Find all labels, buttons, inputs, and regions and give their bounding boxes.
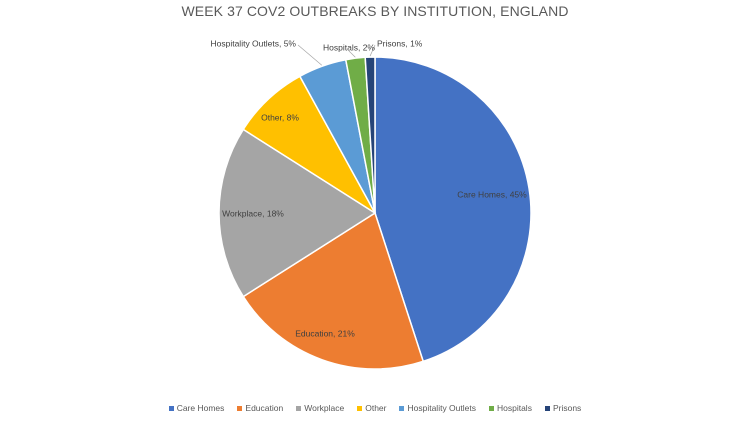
legend-item: Other: [357, 403, 386, 413]
legend-label: Hospitality Outlets: [407, 403, 476, 413]
legend-label: Workplace: [304, 403, 345, 413]
pie-slice-workplace: [218, 128, 377, 298]
legend-label: Prisons: [552, 403, 582, 413]
legend-swatch: [399, 405, 405, 411]
legend-item: Prisons: [544, 403, 582, 413]
data-label: Workplace, 18%: [222, 208, 284, 218]
legend-label: Care Homes: [176, 403, 225, 413]
leader-line: [297, 44, 323, 66]
legend-item: Care Homes: [168, 403, 225, 413]
legend-swatch: [544, 405, 550, 411]
data-label: Care Homes, 45%: [457, 189, 527, 199]
data-label: Education, 21%: [295, 328, 355, 338]
legend-item: Hospitality Outlets: [399, 403, 476, 413]
legend-swatch: [357, 405, 363, 411]
legend-label: Hospitals: [496, 403, 532, 413]
legend-item: Workplace: [296, 403, 344, 413]
legend-label: Other: [365, 403, 387, 413]
legend: Care Homes Education Workplace Other Hospita…: [0, 403, 750, 413]
pie-slice-prisons: [364, 56, 376, 214]
legend-swatch: [168, 405, 174, 411]
leader-line: [369, 44, 376, 57]
legend-label: Education: [245, 403, 284, 413]
data-label: Hospitals, 2%: [323, 42, 375, 52]
data-label: Other, 8%: [261, 112, 299, 122]
pie-slice-care-homes: [374, 56, 532, 363]
legend-swatch: [237, 405, 243, 411]
data-label: Prisons, 1%: [377, 38, 423, 48]
leader-line: [348, 50, 356, 58]
legend-item: Hospitals: [488, 403, 532, 413]
pie-slice-education: [242, 211, 425, 370]
legend-swatch: [488, 405, 494, 411]
legend-swatch: [296, 405, 302, 411]
chart-title: WEEK 37 COV2 OUTBREAKS BY INSTITUTION, E…: [181, 3, 569, 19]
legend-item: Education: [237, 403, 283, 413]
data-label: Hospitality Outlets, 5%: [210, 38, 296, 48]
